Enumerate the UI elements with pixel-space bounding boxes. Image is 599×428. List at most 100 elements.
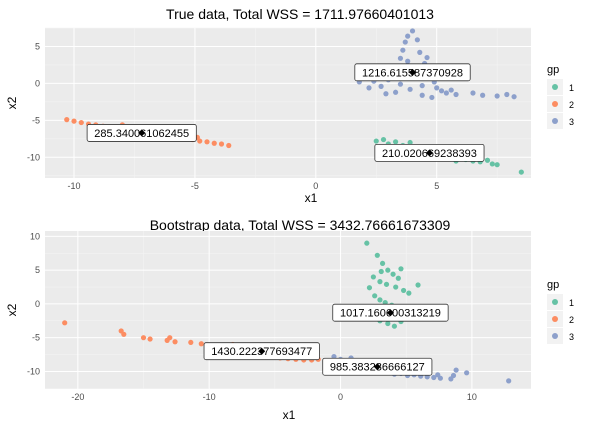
data-point-gp3 xyxy=(405,33,411,39)
data-point-gp1 xyxy=(406,290,412,296)
legend-swatch xyxy=(552,333,558,339)
data-point-gp2 xyxy=(226,142,232,149)
data-point-gp1 xyxy=(393,284,399,290)
cluster-label: 210.020669238393 xyxy=(374,143,485,162)
legend-bottom: gp 1 2 3 xyxy=(547,279,574,344)
plot-background xyxy=(45,231,531,389)
data-point-gp2 xyxy=(64,117,70,123)
data-point-gp3 xyxy=(414,37,420,43)
data-point-gp1 xyxy=(494,162,500,168)
x-tick-label: 10 xyxy=(467,392,477,402)
data-point-gp1 xyxy=(378,268,384,275)
data-point-gp3 xyxy=(453,367,459,373)
legend-top: gp 1 2 3 xyxy=(547,64,574,129)
data-point-gp2 xyxy=(172,339,178,345)
data-point-gp1 xyxy=(379,260,386,267)
data-point-gp2 xyxy=(121,331,127,337)
legend-label: 1 xyxy=(569,298,574,308)
data-point-gp1 xyxy=(372,293,378,299)
data-point-gp1 xyxy=(380,136,387,143)
y-tick-label: -10 xyxy=(27,152,40,162)
legend-label: 2 xyxy=(569,315,574,325)
data-point-gp3 xyxy=(409,28,416,34)
x-axis-title: x1 xyxy=(305,191,318,205)
x-tick-label: 5 xyxy=(434,181,439,191)
x-tick-label: -10 xyxy=(203,392,216,402)
major-gridlines xyxy=(45,28,531,178)
y-axis: 5 0 -5 -10 xyxy=(27,41,40,162)
data-point-gp3 xyxy=(405,58,411,64)
legend-label: 3 xyxy=(569,117,574,127)
centroid-marker xyxy=(258,347,266,355)
centroid-marker xyxy=(386,309,394,317)
data-point-gp2 xyxy=(62,320,68,326)
data-point-gp1 xyxy=(390,271,396,277)
data-point-gp1 xyxy=(377,279,383,285)
legend-item: 3 xyxy=(547,328,574,344)
cluster-label: 1216.615587370928 xyxy=(354,63,471,82)
data-point-gp3 xyxy=(424,54,430,61)
chart-bottom: Bootstrap data, Total WSS = 3432.7666167… xyxy=(5,217,531,422)
data-point-gp3 xyxy=(443,90,449,96)
x-tick-label: 0 xyxy=(338,392,343,402)
data-point-gp3 xyxy=(435,372,441,378)
data-point-gp1 xyxy=(398,266,404,272)
x-tick-label: -20 xyxy=(71,392,84,402)
data-point-gp3 xyxy=(366,85,372,91)
data-point-gp2 xyxy=(197,138,203,144)
data-point-gp1 xyxy=(392,139,399,145)
data-point-gp3 xyxy=(438,88,445,94)
data-point-gp3 xyxy=(506,378,512,384)
cluster-label: 1430.222377693477 xyxy=(203,342,320,361)
data-point-gp3 xyxy=(378,83,384,89)
y-tick-label: 10 xyxy=(30,231,40,241)
data-point-gp2 xyxy=(211,140,217,146)
data-point-gp2 xyxy=(188,339,194,346)
data-point-gp2 xyxy=(140,335,147,341)
data-point-gp3 xyxy=(450,372,457,379)
x-axis: -10 -5 0 5 xyxy=(68,181,440,191)
data-point-gp3 xyxy=(494,93,500,99)
x-tick-label: 0 xyxy=(313,181,318,191)
legend-label: 3 xyxy=(569,332,574,342)
data-point-gp1 xyxy=(383,281,390,287)
data-point-gp3 xyxy=(453,91,459,98)
legend-swatch xyxy=(552,299,558,305)
data-point-gp1 xyxy=(518,169,524,175)
x-tick-label: -5 xyxy=(191,181,199,191)
chart-top: True data, Total WSS = 1711.97660401013 … xyxy=(5,6,531,205)
data-point-gp1 xyxy=(373,138,379,144)
data-point-gp2 xyxy=(71,118,77,124)
data-point-gp1 xyxy=(370,274,376,280)
data-point-gp3 xyxy=(419,83,425,89)
data-point-gp1 xyxy=(366,285,373,291)
cluster-label: 1017.160600313219 xyxy=(332,303,449,322)
legend-title: gp xyxy=(547,64,559,76)
x-tick-label: -10 xyxy=(68,181,81,191)
minor-gridlines xyxy=(45,27,531,178)
cluster-labels: 1216.615587370928 285.340061062455 210.0… xyxy=(86,63,485,162)
data-point-gp3 xyxy=(397,55,404,61)
legend-item: 1 xyxy=(547,294,574,310)
legend-label: 2 xyxy=(569,100,574,110)
y-tick-label: -5 xyxy=(32,333,40,343)
legend-swatch xyxy=(552,316,558,322)
chart-title: True data, Total WSS = 1711.97660401013 xyxy=(166,6,434,22)
data-point-gp3 xyxy=(448,87,454,93)
chart-title: Bootstrap data, Total WSS = 3432.7666167… xyxy=(150,217,451,233)
y-tick-label: 0 xyxy=(35,78,40,88)
y-axis-title: x2 xyxy=(5,303,19,316)
data-point-gp3 xyxy=(429,94,435,101)
data-point-gp1 xyxy=(377,297,383,303)
cluster-label: 285.340061062455 xyxy=(86,124,197,142)
y-tick-label: 5 xyxy=(35,265,40,275)
data-point-gp3 xyxy=(407,86,413,92)
data-point-gp3 xyxy=(397,81,404,87)
data-point-gp1 xyxy=(391,323,397,329)
data-point-gp3 xyxy=(419,92,425,98)
y-axis-title: x2 xyxy=(5,96,19,109)
centroid-marker xyxy=(373,363,381,371)
legend-swatch xyxy=(552,84,558,90)
y-axis: 10 5 0 -5 -10 xyxy=(27,231,40,376)
